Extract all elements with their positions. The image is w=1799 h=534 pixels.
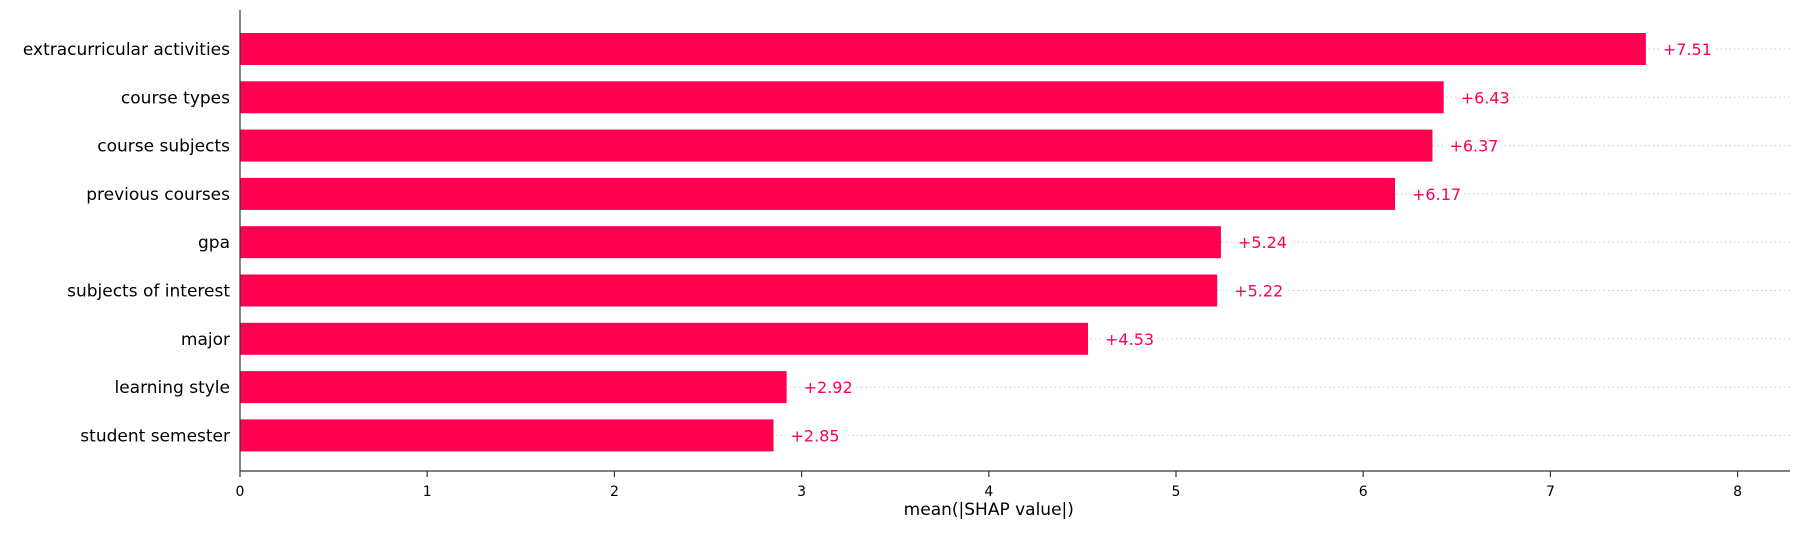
bar <box>240 226 1221 259</box>
value-labels: +7.51 +6.43 +6.37 +6.17 +5.24 +5.22 +4.53 +2.92… <box>787 40 1715 446</box>
x-tick-label: 3 <box>797 484 806 500</box>
category-label: learning style <box>114 378 230 398</box>
category-label: student semester <box>80 426 230 446</box>
x-tick-label: 0 <box>236 484 245 500</box>
x-tick-label: 2 <box>610 484 619 500</box>
bar <box>240 371 787 404</box>
value-label-background <box>787 426 843 446</box>
bar <box>240 129 1433 162</box>
bar-value-label: +2.92 <box>804 378 853 397</box>
value-label-background <box>1231 281 1287 301</box>
x-tick-label: 5 <box>1172 484 1181 500</box>
bar-value-label: +6.17 <box>1412 185 1461 204</box>
x-tick-label: 8 <box>1733 484 1742 500</box>
bar-value-label: +4.53 <box>1105 330 1154 349</box>
bar <box>240 81 1444 114</box>
value-label-background <box>1457 88 1513 108</box>
bar <box>240 322 1089 355</box>
bar-value-label: +6.43 <box>1461 88 1510 107</box>
bar <box>240 177 1396 210</box>
bar-value-label: +2.85 <box>791 426 840 445</box>
bar <box>240 33 1646 65</box>
category-label: course types <box>121 88 230 108</box>
bar <box>240 274 1218 307</box>
x-tick-label: 6 <box>1359 484 1368 500</box>
value-label-background <box>1234 233 1290 253</box>
value-label-background <box>1446 136 1502 156</box>
bar-value-label: +7.51 <box>1663 40 1712 59</box>
x-tick-label: 4 <box>984 484 993 500</box>
category-label: gpa <box>198 233 230 253</box>
category-label: major <box>181 330 230 350</box>
value-label-background <box>1102 329 1158 349</box>
bar <box>240 419 774 452</box>
axes: 0 1 2 3 4 5 6 7 8 <box>236 10 1790 500</box>
category-label: extracurricular activities <box>23 40 230 60</box>
x-axis-title: mean(|SHAP value|) <box>904 500 1074 520</box>
category-label: course subjects <box>97 137 230 157</box>
category-label: subjects of interest <box>67 282 230 302</box>
x-tick-label: 7 <box>1546 484 1555 500</box>
category-label: previous courses <box>86 185 230 205</box>
value-label-background <box>1409 184 1465 204</box>
value-label-background <box>800 378 856 398</box>
bar-value-label: +5.24 <box>1238 233 1287 252</box>
x-tick-label: 1 <box>423 484 432 500</box>
bar-value-label: +5.22 <box>1234 282 1283 301</box>
category-labels: extracurricular activities course types co… <box>23 40 230 446</box>
value-label-background <box>1659 40 1715 59</box>
bar-value-label: +6.37 <box>1449 137 1498 156</box>
bars <box>240 33 1646 452</box>
